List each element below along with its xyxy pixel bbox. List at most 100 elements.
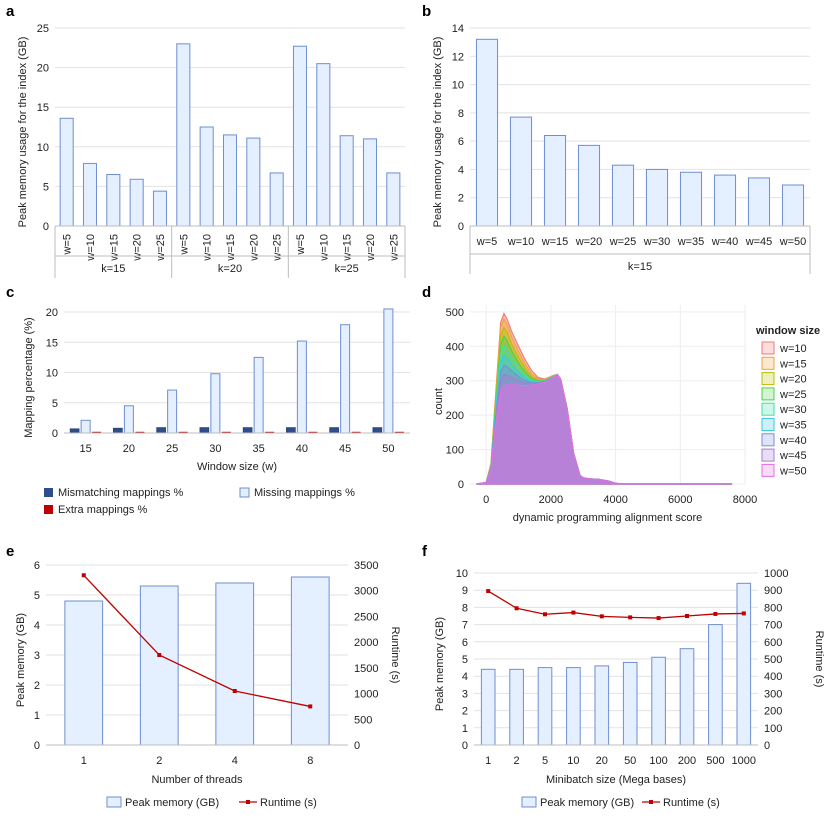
chart-e: 0 1 2 3 4 5 6 0 500 1000 1500 2000 2500 3000 3500 Peak …: [15, 560, 401, 809]
chart-c-xtick-label: 15: [80, 443, 92, 455]
chart-c-bar: [394, 431, 404, 433]
chart-c-xlabel: Window size (w): [197, 461, 277, 473]
chart-b-xtick-label: w=20: [575, 236, 603, 248]
chart-d-legend-title: window size: [755, 325, 820, 337]
chart-a-xtick-label: w=5: [178, 234, 190, 256]
chart-b-xtick-label: w=10: [507, 236, 535, 248]
chart-d-legend-swatch: [761, 341, 775, 355]
chart-a-ytick-label: 10: [37, 142, 49, 154]
chart-c-xtick-label: 20: [123, 443, 135, 455]
chart-a-bar: [222, 134, 238, 227]
chart-f-y2tick-label: 300: [764, 688, 782, 700]
chart-c-bar: [340, 324, 351, 434]
chart-c-bar: [92, 431, 102, 433]
chart-d-xtick-label: 8000: [733, 494, 757, 506]
chart-b-bar: [781, 184, 805, 227]
chart-f-bar: [537, 667, 553, 746]
chart-c-xtick-label: 40: [296, 443, 308, 455]
chart-e-y2label: Runtime (s): [389, 627, 401, 684]
chart-f-xtick-label: 50: [624, 755, 636, 767]
chart-f-y2tick-label: 200: [764, 706, 782, 718]
chart-a-xtick-label: w=10: [318, 234, 330, 262]
chart-d-legend-label: w=20: [779, 374, 807, 386]
chart-d-xlabel: dynamic programming alignment score: [513, 512, 703, 524]
chart-b-xtick-label: w=40: [711, 236, 739, 248]
chart-c-legend-label: Extra mappings %: [58, 504, 147, 516]
chart-b-bar: [645, 168, 669, 227]
chart-b-ytick-label: 12: [452, 51, 464, 63]
chart-b-ytick-label: 8: [458, 108, 464, 120]
chart-e-bar: [215, 582, 255, 746]
chart-e-ylabel: Peak memory (GB): [15, 613, 27, 707]
chart-e-runtime-point: [81, 573, 86, 578]
chart-a-bar: [176, 43, 191, 227]
chart-f-runtime-point: [486, 589, 491, 594]
chart-e-legend-label: Runtime (s): [260, 797, 317, 809]
chart-f-xtick-label: 1: [485, 755, 491, 767]
chart-c-ytick-label: 15: [46, 337, 58, 349]
chart-b-bar: [611, 164, 635, 227]
panel-letter-f: f: [422, 543, 428, 560]
chart-a-ytick-label: 5: [43, 181, 49, 193]
chart-a-xtick-label: w=20: [365, 234, 377, 262]
chart-e-bar: [64, 600, 104, 746]
chart-c-legend-swatch: [44, 505, 53, 514]
chart-b-ytick-label: 14: [452, 23, 464, 35]
chart-a-xtick-label: w=25: [155, 234, 167, 262]
chart-b-bar: [577, 144, 601, 227]
chart-e-ytick-label: 2: [34, 680, 40, 692]
chart-b-ytick-label: 6: [458, 136, 464, 148]
chart-b-ytick-label: 0: [458, 221, 464, 233]
chart-f-legend-label: Peak memory (GB): [540, 797, 634, 809]
chart-a-bar: [199, 126, 214, 227]
chart-f-runtime-point: [628, 615, 633, 620]
chart-d-legend-swatch: [761, 448, 775, 462]
panel-letter-e: e: [6, 543, 14, 560]
chart-e-ytick-label: 1: [34, 710, 40, 722]
chart-d-xtick-label: 0: [483, 494, 489, 506]
chart-c-bar: [351, 431, 361, 433]
chart-d-legend-swatch: [761, 463, 775, 477]
chart-b-bar: [543, 134, 567, 227]
chart-e-legend-marker: [246, 800, 250, 804]
chart-a-bar: [152, 190, 168, 227]
chart-f-xtick-label: 100: [649, 755, 667, 767]
chart-d-ytick-label: 400: [446, 341, 464, 353]
chart-a-xtick-label: w=15: [108, 234, 120, 262]
chart-d-legend-label: w=50: [779, 465, 807, 477]
chart-b-ytick-label: 4: [458, 164, 464, 176]
chart-a-xtick-label: w=20: [248, 234, 260, 262]
chart-f-legend-swatch: [521, 796, 537, 808]
panel-letter-c: c: [6, 284, 14, 301]
chart-d-legend-label: w=10: [779, 343, 807, 355]
chart-c-bar: [156, 427, 166, 434]
chart-a-xtick-label: w=10: [85, 234, 97, 262]
chart-a-ytick-label: 25: [37, 23, 49, 35]
chart-c-bar: [383, 308, 394, 434]
chart-c-bar: [242, 427, 253, 434]
chart-d-ytick-label: 500: [446, 307, 464, 319]
chart-a-group-label: k=15: [101, 263, 125, 275]
chart-f-ytick-label: 3: [462, 688, 468, 700]
chart-f-ytick-label: 8: [462, 602, 468, 614]
chart-c-bar: [123, 405, 134, 434]
chart-b-xtick-label: w=50: [779, 236, 807, 248]
chart-f-runtime-point: [599, 614, 604, 619]
chart-b-bar: [713, 174, 737, 227]
chart-f-y2tick-label: 400: [764, 671, 782, 683]
chart-c-bar: [113, 427, 123, 434]
chart-c-xtick-label: 35: [253, 443, 265, 455]
chart-c-bar: [296, 340, 307, 434]
chart-e-legend-label: Peak memory (GB): [125, 797, 219, 809]
chart-c-xtick-label: 25: [166, 443, 178, 455]
chart-e-y2tick-label: 0: [354, 740, 360, 752]
chart-f-runtime-point: [543, 612, 547, 617]
chart-a-bar: [386, 172, 401, 227]
chart-a-bar: [269, 172, 284, 227]
chart-a-xtick-label: w=10: [202, 234, 214, 262]
chart-c-bar: [167, 389, 178, 434]
chart-a-bar: [362, 138, 378, 227]
chart-f-ytick-label: 1: [462, 723, 468, 735]
chart-b: 0 2 4 6 8 10 12 14 Peak memory usage for the ind…: [432, 23, 811, 274]
chart-e-xtick-label: 1: [81, 755, 87, 767]
